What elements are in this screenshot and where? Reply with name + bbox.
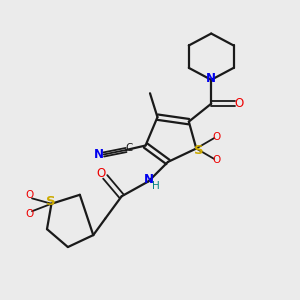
Text: C: C [125, 143, 133, 153]
Text: O: O [96, 167, 106, 180]
Text: O: O [25, 190, 33, 200]
Text: S: S [46, 195, 56, 208]
Text: O: O [25, 209, 33, 219]
Text: O: O [212, 132, 221, 142]
Text: N: N [206, 72, 216, 85]
Text: H: H [152, 182, 160, 191]
Text: S: S [194, 144, 204, 157]
Text: N: N [144, 173, 154, 186]
Text: N: N [94, 148, 104, 161]
Text: O: O [212, 155, 221, 166]
Text: O: O [235, 97, 244, 110]
